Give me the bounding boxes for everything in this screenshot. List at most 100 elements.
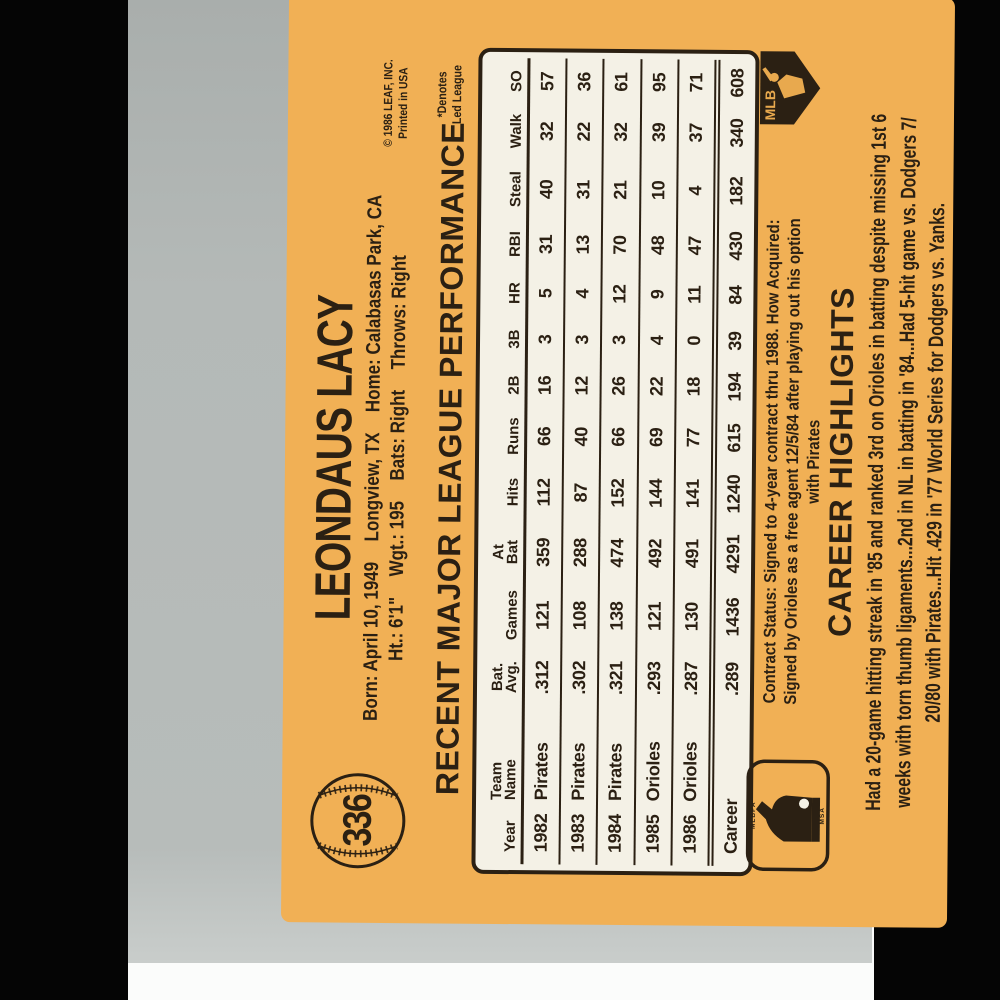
header-cell-line: Games: [503, 589, 521, 641]
header-cell: Games: [503, 584, 521, 646]
stat-cell: 87: [570, 482, 592, 503]
stat-cell: 608: [727, 68, 748, 98]
stat-cell: 288: [570, 538, 591, 568]
stat-cell: 69: [645, 427, 666, 448]
stat-cell: 36: [574, 71, 595, 92]
stat-cell: Orioles: [679, 741, 701, 802]
led-league-note: *Denotes Led League: [435, 48, 466, 142]
stat-cell: 138: [606, 601, 628, 631]
stat-cell: 12: [609, 284, 630, 304]
stat-cell: 13: [573, 234, 594, 255]
stat-cell: 1985: [642, 814, 663, 854]
baseball-icon: [310, 773, 406, 869]
stat-cell: 39: [648, 122, 669, 143]
header-cell-line: Avg.: [502, 661, 521, 694]
header-cell: 2B: [505, 362, 523, 408]
stat-cell: Pirates: [568, 742, 589, 801]
stat-cell: 37: [685, 122, 706, 143]
led-league-note-line: *Denotes: [434, 71, 450, 118]
header-cell: Bat. Avg.: [489, 646, 521, 708]
stat-cell: 152: [608, 478, 629, 508]
header-cell-line: 3B: [505, 329, 524, 349]
header-cell-line: Name: [502, 759, 520, 801]
header-cell: Runs: [505, 408, 522, 464]
stat-cell: 66: [534, 426, 555, 447]
header-cell: SO: [508, 60, 526, 102]
stat-cell: 491: [681, 538, 703, 569]
stat-cell: 11: [684, 285, 705, 304]
stat-cell: 430: [725, 231, 746, 261]
stat-cell: 1982: [530, 813, 551, 853]
header-cell-line: RBI: [506, 231, 524, 258]
header-cell: Walk: [507, 102, 526, 160]
bio-item: Ht.: 6'1": [385, 596, 408, 662]
stat-cell: 1240: [723, 474, 744, 514]
stat-cell: 182: [726, 176, 747, 206]
bio-item: Longview, TX: [361, 432, 385, 542]
stat-cell: 121: [532, 600, 553, 631]
stat-cell: 71: [685, 72, 707, 93]
stat-cell: 3: [535, 334, 556, 345]
photo-backdrop: 336 LEONDAUS LACY Born: April 10, 1949 Lo…: [128, 0, 956, 1000]
stat-cell: 26: [608, 376, 630, 396]
stat-cell: 0: [683, 335, 704, 346]
header-cell-line: 2B: [505, 375, 523, 395]
stat-cell: 3: [572, 334, 593, 345]
stat-cell: Pirates: [605, 742, 626, 802]
mlbpa-label: MLBPA: [749, 801, 758, 830]
stats-table: Year Team Name Bat. Avg. Games At Bat Hits Runs 2B…: [471, 47, 760, 877]
stat-cell: 57: [537, 71, 558, 92]
header-cell-line: HR: [506, 282, 524, 305]
mlbpa-logo: MLBPA MSA: [745, 759, 830, 872]
baseball-card-back: 336 LEONDAUS LACY Born: April 10, 1949 Lo…: [280, 0, 956, 928]
stat-cell: 22: [574, 121, 595, 142]
stat-cell: 492: [644, 538, 665, 568]
stat-cell: .302: [569, 660, 590, 695]
stat-cell: 40: [536, 179, 557, 200]
player-name: LEONDAUS LACY: [304, 294, 364, 621]
stat-cell: 40: [571, 426, 592, 447]
stat-cell: 31: [535, 234, 557, 255]
stat-cell: 1984: [604, 814, 626, 854]
stat-cell: .293: [643, 661, 664, 696]
mlb-logo: MLB: [758, 49, 823, 127]
stat-cell: Career: [720, 798, 741, 855]
stat-cell: 12: [571, 375, 592, 396]
stat-cell: 1436: [722, 597, 743, 637]
bio-item: Home: Calabasas Park, CA: [362, 194, 387, 413]
stat-cell: 4: [646, 335, 667, 346]
stat-cell: 141: [682, 479, 703, 509]
stat-cell: 4: [572, 288, 593, 299]
stat-cell: 474: [607, 538, 628, 568]
stat-cell: 10: [647, 180, 669, 201]
mlb-batter-icon: MLB: [759, 51, 821, 125]
header-cell-line: Year: [501, 820, 519, 853]
header-cell-line: Walk: [507, 113, 526, 149]
stat-cell: Pirates: [531, 742, 552, 801]
card-number-baseball: 336: [307, 770, 408, 871]
stat-cell: 359: [533, 537, 554, 568]
stat-cell: Orioles: [642, 741, 664, 802]
header-cell-line: Bat: [504, 539, 522, 565]
stat-cell: .321: [606, 660, 627, 696]
career-highlights-line: 20/80 with Pirates...Hit .429 in '77 Wor…: [921, 202, 950, 723]
table-row-career: Career .289 1436 4291 1240 615 194 39 84 430 182 34…: [707, 59, 756, 867]
bio-item: Wgt.: 195: [385, 500, 409, 577]
header-cell-line: SO: [508, 70, 526, 93]
stat-cell: 31: [573, 179, 594, 200]
header-cell: RBI: [506, 218, 524, 270]
stat-cell: 108: [569, 601, 591, 631]
career-highlights-title: CAREER HIGHLIGHTS: [821, 286, 861, 638]
header-cell: Year: [501, 800, 519, 858]
header-cell: At Bat: [490, 520, 522, 584]
stat-cell: 4291: [722, 534, 744, 574]
table-header-row: Year Team Name Bat. Avg. Games At Bat Hits Runs 2B…: [475, 57, 531, 865]
header-cell: Steal: [507, 160, 524, 218]
header-cell: Hits: [505, 464, 522, 520]
stat-cell: 615: [724, 423, 745, 453]
stat-cell: 16: [534, 375, 555, 396]
stat-cell: 47: [684, 235, 705, 256]
stat-cell: .312: [532, 660, 553, 695]
bio-item: Throws: Right: [387, 255, 411, 370]
